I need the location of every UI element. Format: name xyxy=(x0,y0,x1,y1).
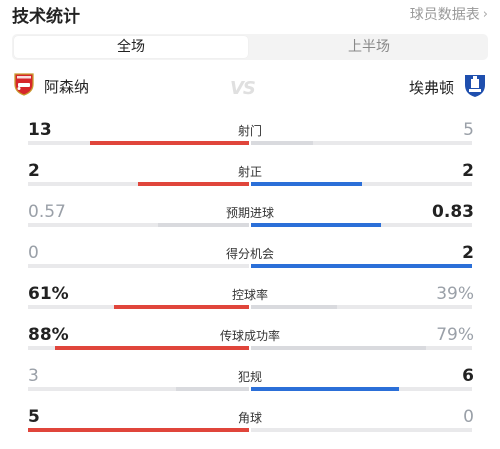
stat-row: 13 射门 5 xyxy=(0,120,500,162)
away-stat-bar xyxy=(251,346,426,350)
away-stat-value: 2 xyxy=(462,161,474,181)
period-tabs: 全场 上半场 xyxy=(12,34,488,60)
away-stat-bar xyxy=(251,182,362,186)
stat-row: 0.57 预期进球 0.83 xyxy=(0,202,500,244)
home-stat-value: 0 xyxy=(28,243,39,263)
stat-label: 预期进球 xyxy=(225,206,274,220)
home-stat-value: 0.57 xyxy=(28,202,66,222)
away-stat-value: 6 xyxy=(462,366,474,386)
tab-first-half[interactable]: 上半场 xyxy=(348,39,390,55)
home-stat-bar xyxy=(114,305,249,309)
stat-label: 角球 xyxy=(237,411,262,425)
stat-label: 射门 xyxy=(237,124,262,138)
home-stat-value: 88% xyxy=(28,325,69,345)
away-team[interactable]: 埃弗顿 xyxy=(409,72,488,102)
home-stat-bar xyxy=(55,346,249,350)
away-bar-track xyxy=(251,305,472,309)
home-stat-value: 13 xyxy=(28,120,52,140)
home-stat-value: 5 xyxy=(28,407,40,427)
home-team-name: 阿森纳 xyxy=(44,77,90,96)
away-stat-value: 5 xyxy=(463,120,474,140)
stat-row: 2 射正 2 xyxy=(0,161,500,203)
stats-header: 技术统计 球员数据表 › xyxy=(12,0,488,28)
home-team[interactable]: 阿森纳 xyxy=(12,72,89,100)
away-stat-value: 0.83 xyxy=(432,202,474,222)
everton-crest-icon xyxy=(462,72,488,102)
away-stat-bar xyxy=(251,264,472,268)
tab-full-match[interactable]: 全场 xyxy=(14,36,248,58)
away-team-name: 埃弗顿 xyxy=(408,78,454,97)
stat-row: 88% 传球成功率 79% xyxy=(0,325,500,367)
stat-label: 犯规 xyxy=(237,370,262,384)
home-stat-bar xyxy=(158,223,249,227)
home-stat-bar xyxy=(176,387,249,391)
stat-row: 5 角球 0 xyxy=(0,407,500,449)
away-stat-value: 79% xyxy=(436,325,474,345)
stat-label: 控球率 xyxy=(231,288,268,302)
stat-row: 0 得分机会 2 xyxy=(0,243,500,285)
vs-mark: VS xyxy=(230,78,256,99)
section-title: 技术统计 xyxy=(12,7,80,27)
player-stats-link[interactable]: 球员数据表 › xyxy=(410,4,488,24)
home-stat-value: 61% xyxy=(28,284,69,304)
home-bar-track xyxy=(28,223,249,227)
away-stat-value: 39% xyxy=(436,284,474,304)
arsenal-crest-icon xyxy=(12,72,36,100)
away-stat-value: 0 xyxy=(463,407,474,427)
teams-row: 阿森纳 VS 埃弗顿 xyxy=(12,72,488,106)
away-stat-bar xyxy=(251,305,337,309)
home-stat-bar xyxy=(90,141,249,145)
away-stat-bar xyxy=(251,387,399,391)
home-bar-track xyxy=(28,264,249,268)
stat-label: 传球成功率 xyxy=(219,329,280,343)
away-bar-track xyxy=(251,141,472,145)
home-stat-value: 3 xyxy=(28,366,39,386)
home-stat-bar xyxy=(28,428,249,432)
away-stat-value: 2 xyxy=(462,243,474,263)
home-bar-track xyxy=(28,387,249,391)
home-stat-value: 2 xyxy=(28,161,40,181)
away-bar-track xyxy=(251,428,472,432)
away-stat-bar xyxy=(251,223,381,227)
stat-label: 射正 xyxy=(237,165,262,179)
away-stat-bar xyxy=(251,141,313,145)
stat-row: 61% 控球率 39% xyxy=(0,284,500,326)
stat-label: 得分机会 xyxy=(225,247,274,261)
stat-row: 3 犯规 6 xyxy=(0,366,500,408)
home-stat-bar xyxy=(138,182,249,186)
chevron-right-icon: › xyxy=(482,6,488,22)
player-stats-link-label: 球员数据表 xyxy=(409,7,480,23)
